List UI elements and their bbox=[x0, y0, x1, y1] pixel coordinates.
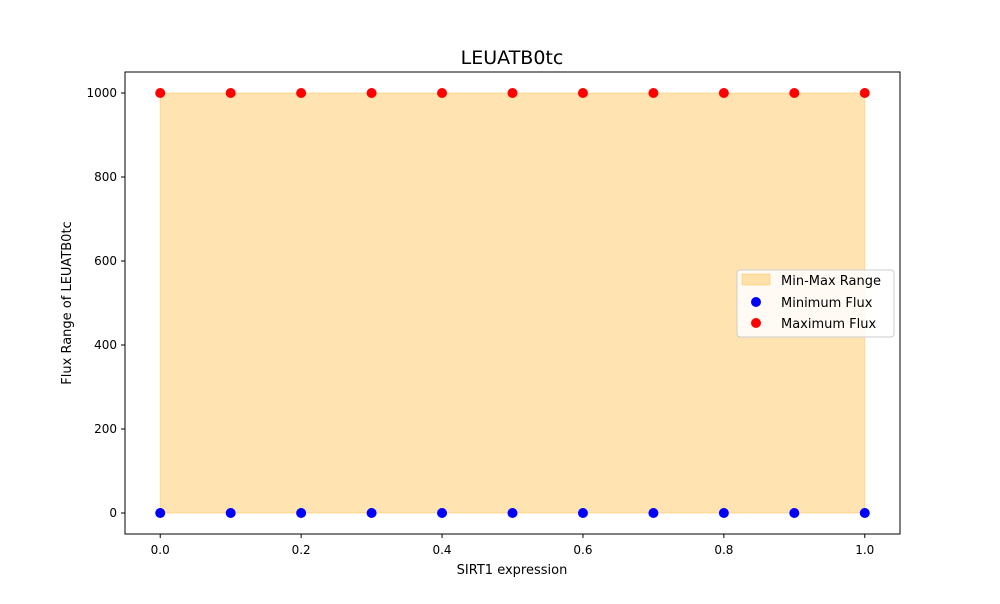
min-flux-point bbox=[718, 508, 729, 518]
min-flux-point bbox=[366, 508, 377, 518]
max-flux-point bbox=[296, 88, 307, 98]
max-flux-point bbox=[859, 88, 870, 98]
points-layer bbox=[155, 88, 870, 518]
legend-min-label: Minimum Flux bbox=[781, 296, 873, 311]
x-axis-ticks: 0.0 0.2 0.4 0.6 0.8 1.0 bbox=[151, 534, 874, 557]
min-flux-point bbox=[859, 508, 870, 518]
min-flux-point bbox=[155, 508, 166, 518]
x-tick-label: 0.4 bbox=[432, 543, 451, 557]
max-flux-point bbox=[155, 88, 166, 98]
y-tick-label: 200 bbox=[94, 422, 117, 436]
y-tick-label: 1000 bbox=[86, 86, 117, 100]
y-axis-label: Flux Range of LEUATB0tc bbox=[60, 221, 75, 384]
min-flux-point bbox=[225, 508, 236, 518]
min-flux-point bbox=[577, 508, 588, 518]
plot-frame bbox=[124, 71, 901, 535]
y-axis-ticks: 0 200 400 600 800 1000 bbox=[86, 86, 125, 520]
min-flux-point bbox=[437, 508, 448, 518]
legend-frame bbox=[736, 269, 895, 338]
min-flux-point bbox=[789, 508, 800, 518]
chart-title: LEUATB0tc bbox=[461, 47, 564, 69]
legend: Min-Max Range Minimum Flux Maximum Flux bbox=[736, 269, 895, 338]
legend-range-swatch bbox=[741, 273, 771, 286]
x-tick-label: 1.0 bbox=[855, 543, 874, 557]
y-tick-label: 400 bbox=[94, 338, 117, 352]
y-tick-label: 800 bbox=[94, 170, 117, 184]
x-tick-label: 0.6 bbox=[573, 543, 592, 557]
legend-max-label: Maximum Flux bbox=[781, 317, 877, 332]
x-tick-label: 0.0 bbox=[151, 543, 170, 557]
max-flux-point bbox=[507, 88, 518, 98]
legend-max-marker bbox=[751, 318, 761, 328]
y-tick-label: 600 bbox=[94, 254, 117, 268]
max-flux-point bbox=[718, 88, 729, 98]
max-flux-point bbox=[789, 88, 800, 98]
min-flux-point bbox=[507, 508, 518, 518]
max-flux-point bbox=[648, 88, 659, 98]
max-flux-point bbox=[577, 88, 588, 98]
min-flux-point bbox=[296, 508, 307, 518]
y-tick-label: 0 bbox=[109, 506, 117, 520]
max-flux-point bbox=[225, 88, 236, 98]
legend-min-marker bbox=[751, 297, 761, 307]
min-flux-point bbox=[648, 508, 659, 518]
x-axis-label: SIRT1 expression bbox=[457, 563, 568, 578]
legend-range-label: Min-Max Range bbox=[781, 274, 881, 289]
x-tick-label: 0.2 bbox=[292, 543, 311, 557]
max-flux-point bbox=[366, 88, 377, 98]
x-tick-label: 0.8 bbox=[714, 543, 733, 557]
max-flux-point bbox=[437, 88, 448, 98]
